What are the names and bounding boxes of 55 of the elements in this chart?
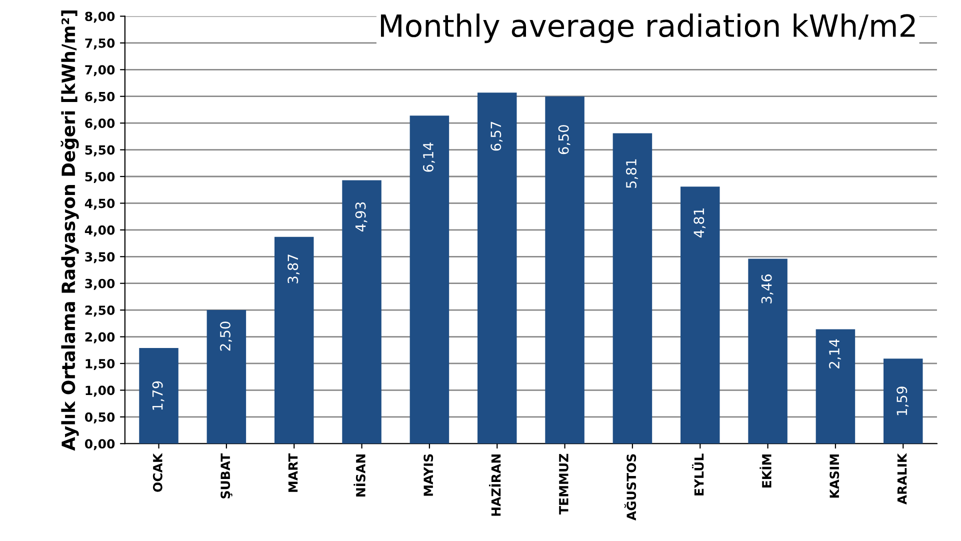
y-tick-label: 7,00 xyxy=(85,65,115,76)
bar xyxy=(680,186,720,444)
data-label: 4,93 xyxy=(355,202,368,232)
y-tick-label: 8,00 xyxy=(85,12,115,23)
data-label: 4,81 xyxy=(694,208,706,238)
y-axis-title: Aylık Ortalama Radyasyon Değeri [kWh/m²] xyxy=(60,10,79,451)
bar xyxy=(816,329,856,444)
x-tick-label: ARALIK xyxy=(897,452,907,505)
data-label: 2,14 xyxy=(828,339,841,368)
y-tick-label: 7,50 xyxy=(85,38,115,50)
y-tick-label: 0,00 xyxy=(84,439,115,450)
y-tick-label: 1,50 xyxy=(86,358,115,370)
x-tick-label: ŞUBAT xyxy=(220,453,232,498)
y-tick-label: 1,00 xyxy=(86,386,115,397)
chart-title: Monthly average radiation kWh/m2 xyxy=(380,14,915,44)
y-tick-label: 6,50 xyxy=(85,92,115,103)
bar xyxy=(884,358,923,444)
data-label: 2,50 xyxy=(220,322,232,351)
data-label: 6,57 xyxy=(490,122,503,151)
data-label: 3,46 xyxy=(761,274,774,304)
data-label: 6,14 xyxy=(422,142,435,172)
bar xyxy=(139,348,178,444)
y-tick-label: 3,50 xyxy=(85,252,115,264)
x-tick-label: TEMMUZ xyxy=(559,454,568,514)
bar xyxy=(545,96,584,444)
data-label: 6,50 xyxy=(558,125,570,154)
x-tick-label: MAYIS xyxy=(424,454,434,496)
x-tick-label: EKİM xyxy=(760,454,772,488)
y-tick-label: 6,00 xyxy=(85,118,115,130)
y-tick-label: 4,50 xyxy=(84,198,115,210)
x-tick-label: NİSAN xyxy=(354,454,366,496)
y-tick-label: 2,00 xyxy=(85,332,115,344)
bar xyxy=(342,180,382,444)
data-label: 5,81 xyxy=(626,159,638,188)
y-tick-label: 5,50 xyxy=(85,145,115,156)
x-tick-label: AĞUSTOS xyxy=(624,454,636,521)
y-tick-label: 0,50 xyxy=(84,412,115,424)
y-tick-label: 2,50 xyxy=(85,306,115,317)
bar xyxy=(748,258,788,444)
bar xyxy=(477,92,517,444)
x-tick-label: EYLÜL xyxy=(692,454,704,496)
bar xyxy=(206,310,246,444)
data-label: 3,87 xyxy=(288,254,300,284)
x-tick-label: KASIM xyxy=(830,454,840,498)
bar xyxy=(410,116,450,444)
y-tick-label: 3,00 xyxy=(85,278,115,290)
x-tick-label: MART xyxy=(288,453,298,492)
data-label: 1,79 xyxy=(152,381,164,410)
bar xyxy=(612,133,652,444)
x-tick-label: OCAK xyxy=(152,452,162,492)
bar xyxy=(274,236,314,444)
y-tick-label: 5,00 xyxy=(85,172,115,184)
data-label: 1,59 xyxy=(896,386,909,416)
y-tick-label: 4,00 xyxy=(84,225,115,236)
x-tick-label: HAZİRAN xyxy=(489,454,501,516)
